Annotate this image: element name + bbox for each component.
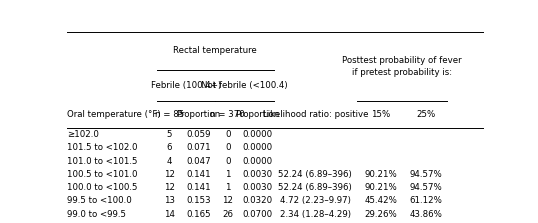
Text: 45.42%: 45.42% — [365, 196, 398, 205]
Text: 0: 0 — [225, 143, 230, 152]
Text: 1: 1 — [225, 183, 230, 192]
Text: Rectal temperature: Rectal temperature — [173, 46, 257, 55]
Text: 100.5 to <101.0: 100.5 to <101.0 — [67, 170, 138, 179]
Text: 12: 12 — [222, 196, 233, 205]
Text: 26: 26 — [222, 210, 233, 219]
Text: n = 370: n = 370 — [210, 110, 245, 119]
Text: 43.86%: 43.86% — [409, 210, 442, 219]
Text: 12: 12 — [164, 183, 175, 192]
Text: Proportion: Proportion — [176, 110, 221, 119]
Text: 0.059: 0.059 — [186, 130, 211, 139]
Text: Posttest probability of fever
if pretest probability is:: Posttest probability of fever if pretest… — [342, 56, 462, 77]
Text: Febrile (100.4+): Febrile (100.4+) — [151, 81, 221, 90]
Text: 100.0 to <100.5: 100.0 to <100.5 — [67, 183, 138, 192]
Text: 0.153: 0.153 — [186, 196, 211, 205]
Text: 2.34 (1.28–4.29): 2.34 (1.28–4.29) — [280, 210, 351, 219]
Text: 5: 5 — [167, 130, 172, 139]
Text: 94.57%: 94.57% — [409, 183, 442, 192]
Text: 90.21%: 90.21% — [365, 170, 398, 179]
Text: ≥102.0: ≥102.0 — [67, 130, 99, 139]
Text: 0.141: 0.141 — [186, 183, 211, 192]
Text: 25%: 25% — [416, 110, 435, 119]
Text: 0.141: 0.141 — [186, 170, 211, 179]
Text: 52.24 (6.89–396): 52.24 (6.89–396) — [279, 183, 352, 192]
Text: 61.12%: 61.12% — [409, 196, 442, 205]
Text: 0.0000: 0.0000 — [242, 157, 272, 166]
Text: 0.0320: 0.0320 — [242, 196, 272, 205]
Text: Oral temperature (°F): Oral temperature (°F) — [67, 110, 161, 119]
Text: 0.0700: 0.0700 — [242, 210, 272, 219]
Text: Likelihood ratio: positive: Likelihood ratio: positive — [263, 110, 368, 119]
Text: 90.21%: 90.21% — [365, 183, 398, 192]
Text: Not febrile (<100.4): Not febrile (<100.4) — [201, 81, 288, 90]
Text: 0.047: 0.047 — [186, 157, 211, 166]
Text: 0.0000: 0.0000 — [242, 130, 272, 139]
Text: 99.0 to <99.5: 99.0 to <99.5 — [67, 210, 126, 219]
Text: 0.0030: 0.0030 — [242, 183, 272, 192]
Text: 101.0 to <101.5: 101.0 to <101.5 — [67, 157, 138, 166]
Text: 0.165: 0.165 — [186, 210, 211, 219]
Text: 4: 4 — [167, 157, 172, 166]
Text: 13: 13 — [164, 196, 175, 205]
Text: 4.72 (2.23–9.97): 4.72 (2.23–9.97) — [280, 196, 351, 205]
Text: 1: 1 — [225, 170, 230, 179]
Text: 0.071: 0.071 — [186, 143, 211, 152]
Text: 29.26%: 29.26% — [365, 210, 398, 219]
Text: 0.0030: 0.0030 — [242, 170, 272, 179]
Text: 12: 12 — [164, 170, 175, 179]
Text: 15%: 15% — [371, 110, 391, 119]
Text: 0: 0 — [225, 130, 230, 139]
Text: 52.24 (6.89–396): 52.24 (6.89–396) — [279, 170, 352, 179]
Text: 14: 14 — [164, 210, 175, 219]
Text: 6: 6 — [167, 143, 172, 152]
Text: 94.57%: 94.57% — [409, 170, 442, 179]
Text: 101.5 to <102.0: 101.5 to <102.0 — [67, 143, 138, 152]
Text: n = 85: n = 85 — [155, 110, 184, 119]
Text: Proportion: Proportion — [235, 110, 279, 119]
Text: 0.0000: 0.0000 — [242, 143, 272, 152]
Text: 0: 0 — [225, 157, 230, 166]
Text: 99.5 to <100.0: 99.5 to <100.0 — [67, 196, 132, 205]
